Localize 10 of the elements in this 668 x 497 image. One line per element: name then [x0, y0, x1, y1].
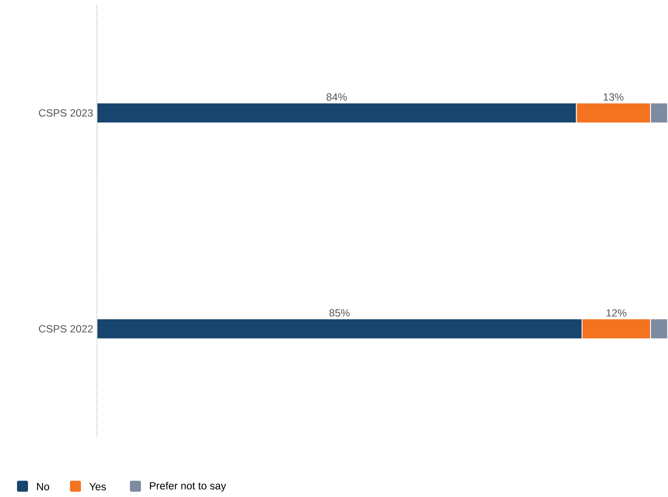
y-tick-label: CSPS 2022	[38, 325, 93, 333]
data-label: 84%	[326, 93, 347, 101]
data-label: 85%	[329, 309, 350, 317]
legend-label: Yes	[89, 483, 106, 491]
y-tick-label: CSPS 2023	[38, 109, 93, 117]
legend-label: No	[37, 483, 50, 491]
data-label: 12%	[606, 309, 626, 317]
data-label: 13%	[604, 93, 624, 101]
bar	[650, 318, 668, 340]
legend-label: Prefer not to say	[150, 482, 226, 492]
